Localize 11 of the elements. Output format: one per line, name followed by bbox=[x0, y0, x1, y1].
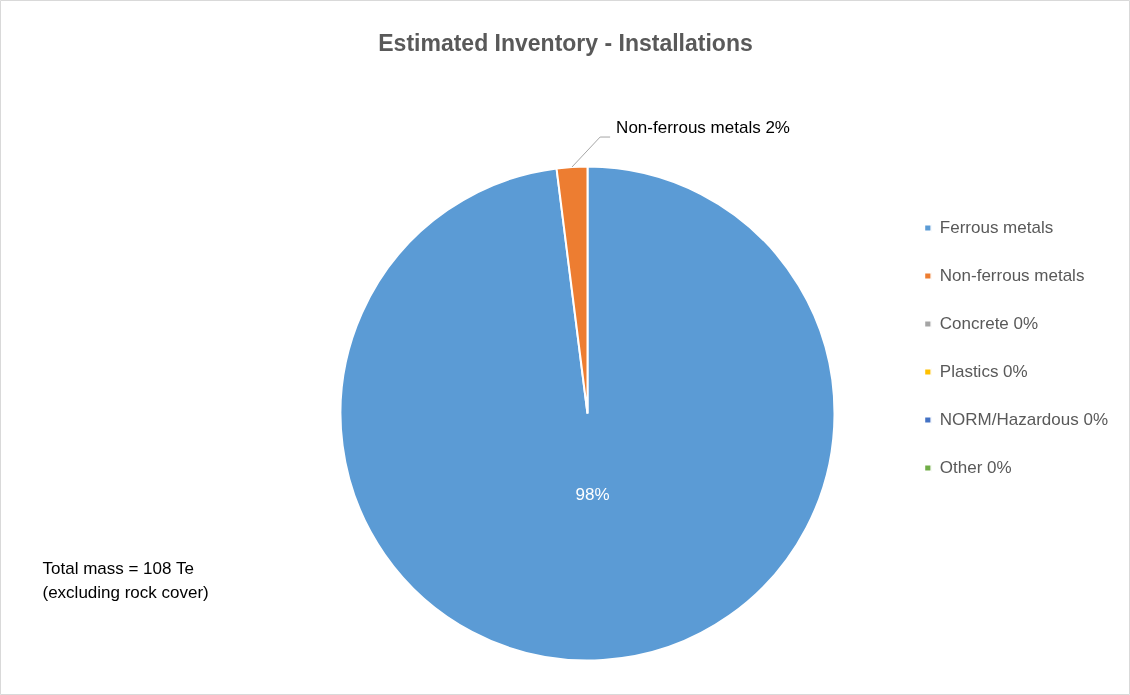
legend-label: Other 0% bbox=[939, 457, 1012, 478]
legend-label: Non-ferrous metals bbox=[939, 265, 1085, 286]
text: Total mass = 108 Te bbox=[42, 559, 194, 578]
legend-label: NORM/Hazardous 0% bbox=[939, 409, 1108, 430]
legend-label: Ferrous metals bbox=[939, 217, 1054, 238]
data-label: 98% bbox=[575, 485, 610, 505]
data-label: Non-ferrous metals 2% bbox=[616, 117, 790, 137]
legend-label: Plastics 0% bbox=[939, 361, 1028, 382]
legend-label: Concrete 0% bbox=[939, 313, 1039, 334]
chart-title: Estimated Inventory - Installations bbox=[378, 29, 753, 56]
text: (excluding rock cover) bbox=[42, 583, 209, 602]
